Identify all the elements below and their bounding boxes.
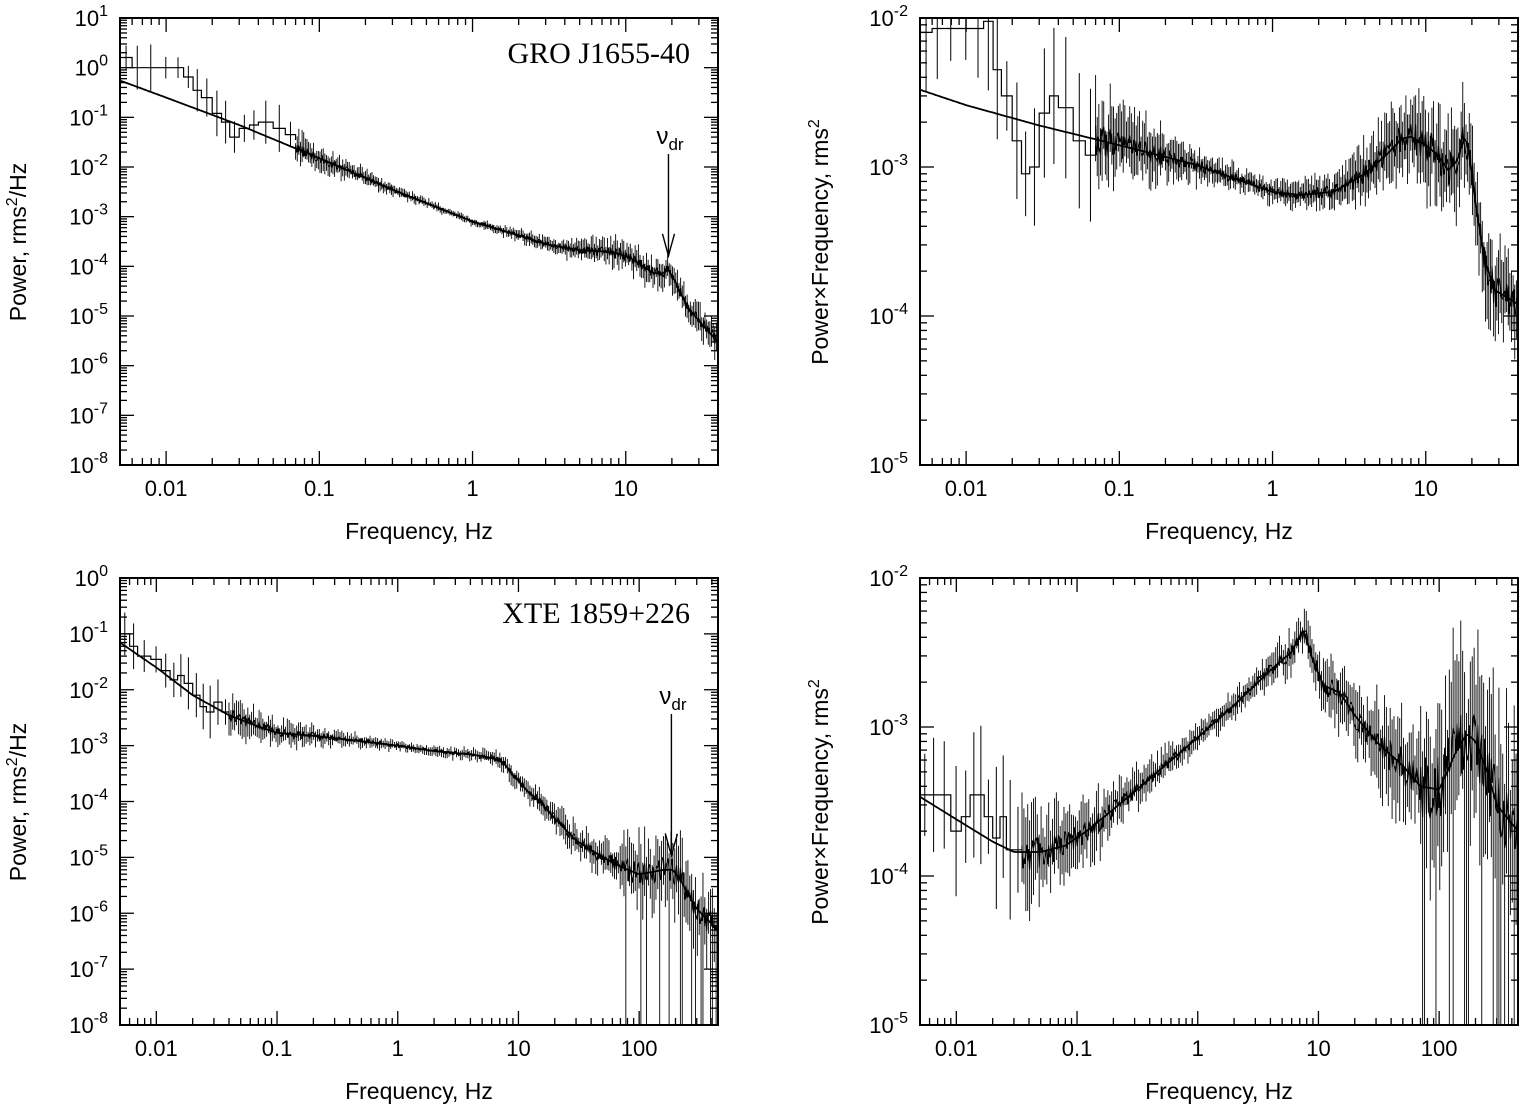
plot-area: [920, 608, 1518, 1025]
x-tick-label: 1: [392, 1036, 404, 1061]
x-tick-label: 10: [614, 476, 638, 501]
plot-area: [120, 44, 718, 362]
x-tick-label: 0.01: [935, 1036, 978, 1061]
panel-top-left: 0.01 0.1 1 10 101 100 10-1 10-2 10-3 10-4 10-5 10-6…: [4, 3, 719, 544]
y-tick-label: 10-5: [69, 301, 108, 329]
y-axis-label: Power×Frequency, rms2: [806, 679, 833, 925]
nu-dr-arrowhead: [661, 233, 676, 259]
axis-ticks: [119, 577, 718, 1026]
y-tick-label: 10-2: [869, 3, 908, 31]
x-axis-label: Frequency, Hz: [1145, 1078, 1293, 1104]
model-curve: [120, 79, 718, 343]
y-tick-label: 10-4: [69, 251, 108, 279]
y-tick-label: 10-3: [869, 712, 908, 740]
y-tick-label: 10-3: [69, 731, 108, 759]
y-tick-label: 10-8: [69, 450, 108, 478]
plot-frame: [119, 17, 719, 466]
plot-area: [920, 18, 1518, 360]
data-histogram: [120, 56, 297, 140]
y-tick-label: 10-3: [69, 202, 108, 230]
x-tick-label: 0.1: [304, 476, 335, 501]
x-tick-label: 0.1: [1104, 476, 1135, 501]
y-tick-label: 100: [75, 563, 108, 591]
y-tick-label: 101: [75, 3, 108, 31]
x-tick-label: 0.1: [1062, 1036, 1093, 1061]
source-name-label: XTE 1859+226: [502, 597, 690, 630]
x-tick-label: 10: [1306, 1036, 1330, 1061]
plot-frame: [119, 577, 719, 1026]
axis-ticks: [119, 17, 719, 466]
y-tick-label: 10-1: [69, 102, 108, 130]
x-axis-label: Frequency, Hz: [345, 518, 493, 544]
data-error-bars: [295, 128, 718, 362]
axis-ticks: [919, 17, 1519, 466]
y-tick-label: 10-2: [69, 675, 108, 703]
panel-top-right: 0.01 0.1 1 10 10-2 10-3 10-4 10-5 Frequency, Hz P…: [806, 3, 1519, 544]
y-tick-label: 10-5: [869, 450, 908, 478]
y-tick-label: 10-4: [69, 787, 108, 815]
data-histogram: [920, 794, 1023, 851]
axis-ticks: [919, 577, 1518, 1026]
x-tick-label: 1: [466, 476, 478, 501]
nu-dr-arrowhead: [664, 833, 679, 859]
x-tick-label: 1: [1266, 476, 1278, 501]
y-axis-label: Power, rms2/Hz: [4, 163, 31, 321]
y-tick-label: 10-4: [869, 301, 908, 329]
x-axis-label: Frequency, Hz: [1145, 518, 1293, 544]
nu-dr-label: νdr: [656, 123, 683, 154]
panel-bottom-left: 0.01 0.1 1 10 100 100 10-1 10-2 10-3 10-4 10-5 10-6…: [4, 563, 719, 1104]
x-tick-label: 1: [1192, 1036, 1204, 1061]
model-curve: [920, 629, 1518, 853]
y-axis-label: Power×Frequency, rms2: [806, 119, 833, 365]
y-tick-label: 10-4: [869, 861, 908, 889]
x-tick-label: 100: [621, 1036, 658, 1061]
x-tick-label: 0.01: [945, 476, 988, 501]
y-tick-label: 100: [75, 53, 108, 81]
nu-dr-label: νdr: [659, 683, 686, 714]
x-tick-label: 10: [506, 1036, 530, 1061]
y-tick-label: 10-5: [69, 842, 108, 870]
y-tick-label: 10-2: [69, 152, 108, 180]
x-tick-label: 0.1: [262, 1036, 293, 1061]
x-tick-label: 0.01: [135, 1036, 178, 1061]
plot-area: [120, 612, 718, 1025]
data-error-bars: [228, 693, 718, 1025]
y-tick-label: 10-2: [869, 563, 908, 591]
y-tick-label: 10-6: [69, 898, 108, 926]
x-tick-label: 0.01: [145, 476, 188, 501]
x-tick-label: 10: [1414, 476, 1438, 501]
plot-frame: [919, 577, 1519, 1026]
y-tick-label: 10-7: [69, 954, 108, 982]
x-tick-label: 100: [1421, 1036, 1458, 1061]
y-tick-label: 10-5: [869, 1010, 908, 1038]
y-tick-label: 10-7: [69, 400, 108, 428]
data-histogram: [120, 633, 230, 719]
data-error-bars: [1095, 74, 1518, 360]
model-curve: [920, 88, 1518, 305]
panel-bottom-right: 0.01 0.1 1 10 100 10-2 10-3 10-4 10-5 Frequency, …: [806, 563, 1519, 1104]
y-axis-label: Power, rms2/Hz: [4, 723, 31, 881]
data-trace: [1021, 629, 1518, 870]
data-histogram: [920, 20, 1097, 175]
plot-frame: [919, 17, 1519, 466]
source-name-label: GRO J1655-40: [507, 37, 690, 70]
y-tick-label: 10-8: [69, 1010, 108, 1038]
y-tick-label: 10-6: [69, 351, 108, 379]
y-tick-label: 10-3: [869, 152, 908, 180]
model-curve: [120, 641, 718, 931]
y-tick-label: 10-1: [69, 619, 108, 647]
x-axis-label: Frequency, Hz: [345, 1078, 493, 1104]
